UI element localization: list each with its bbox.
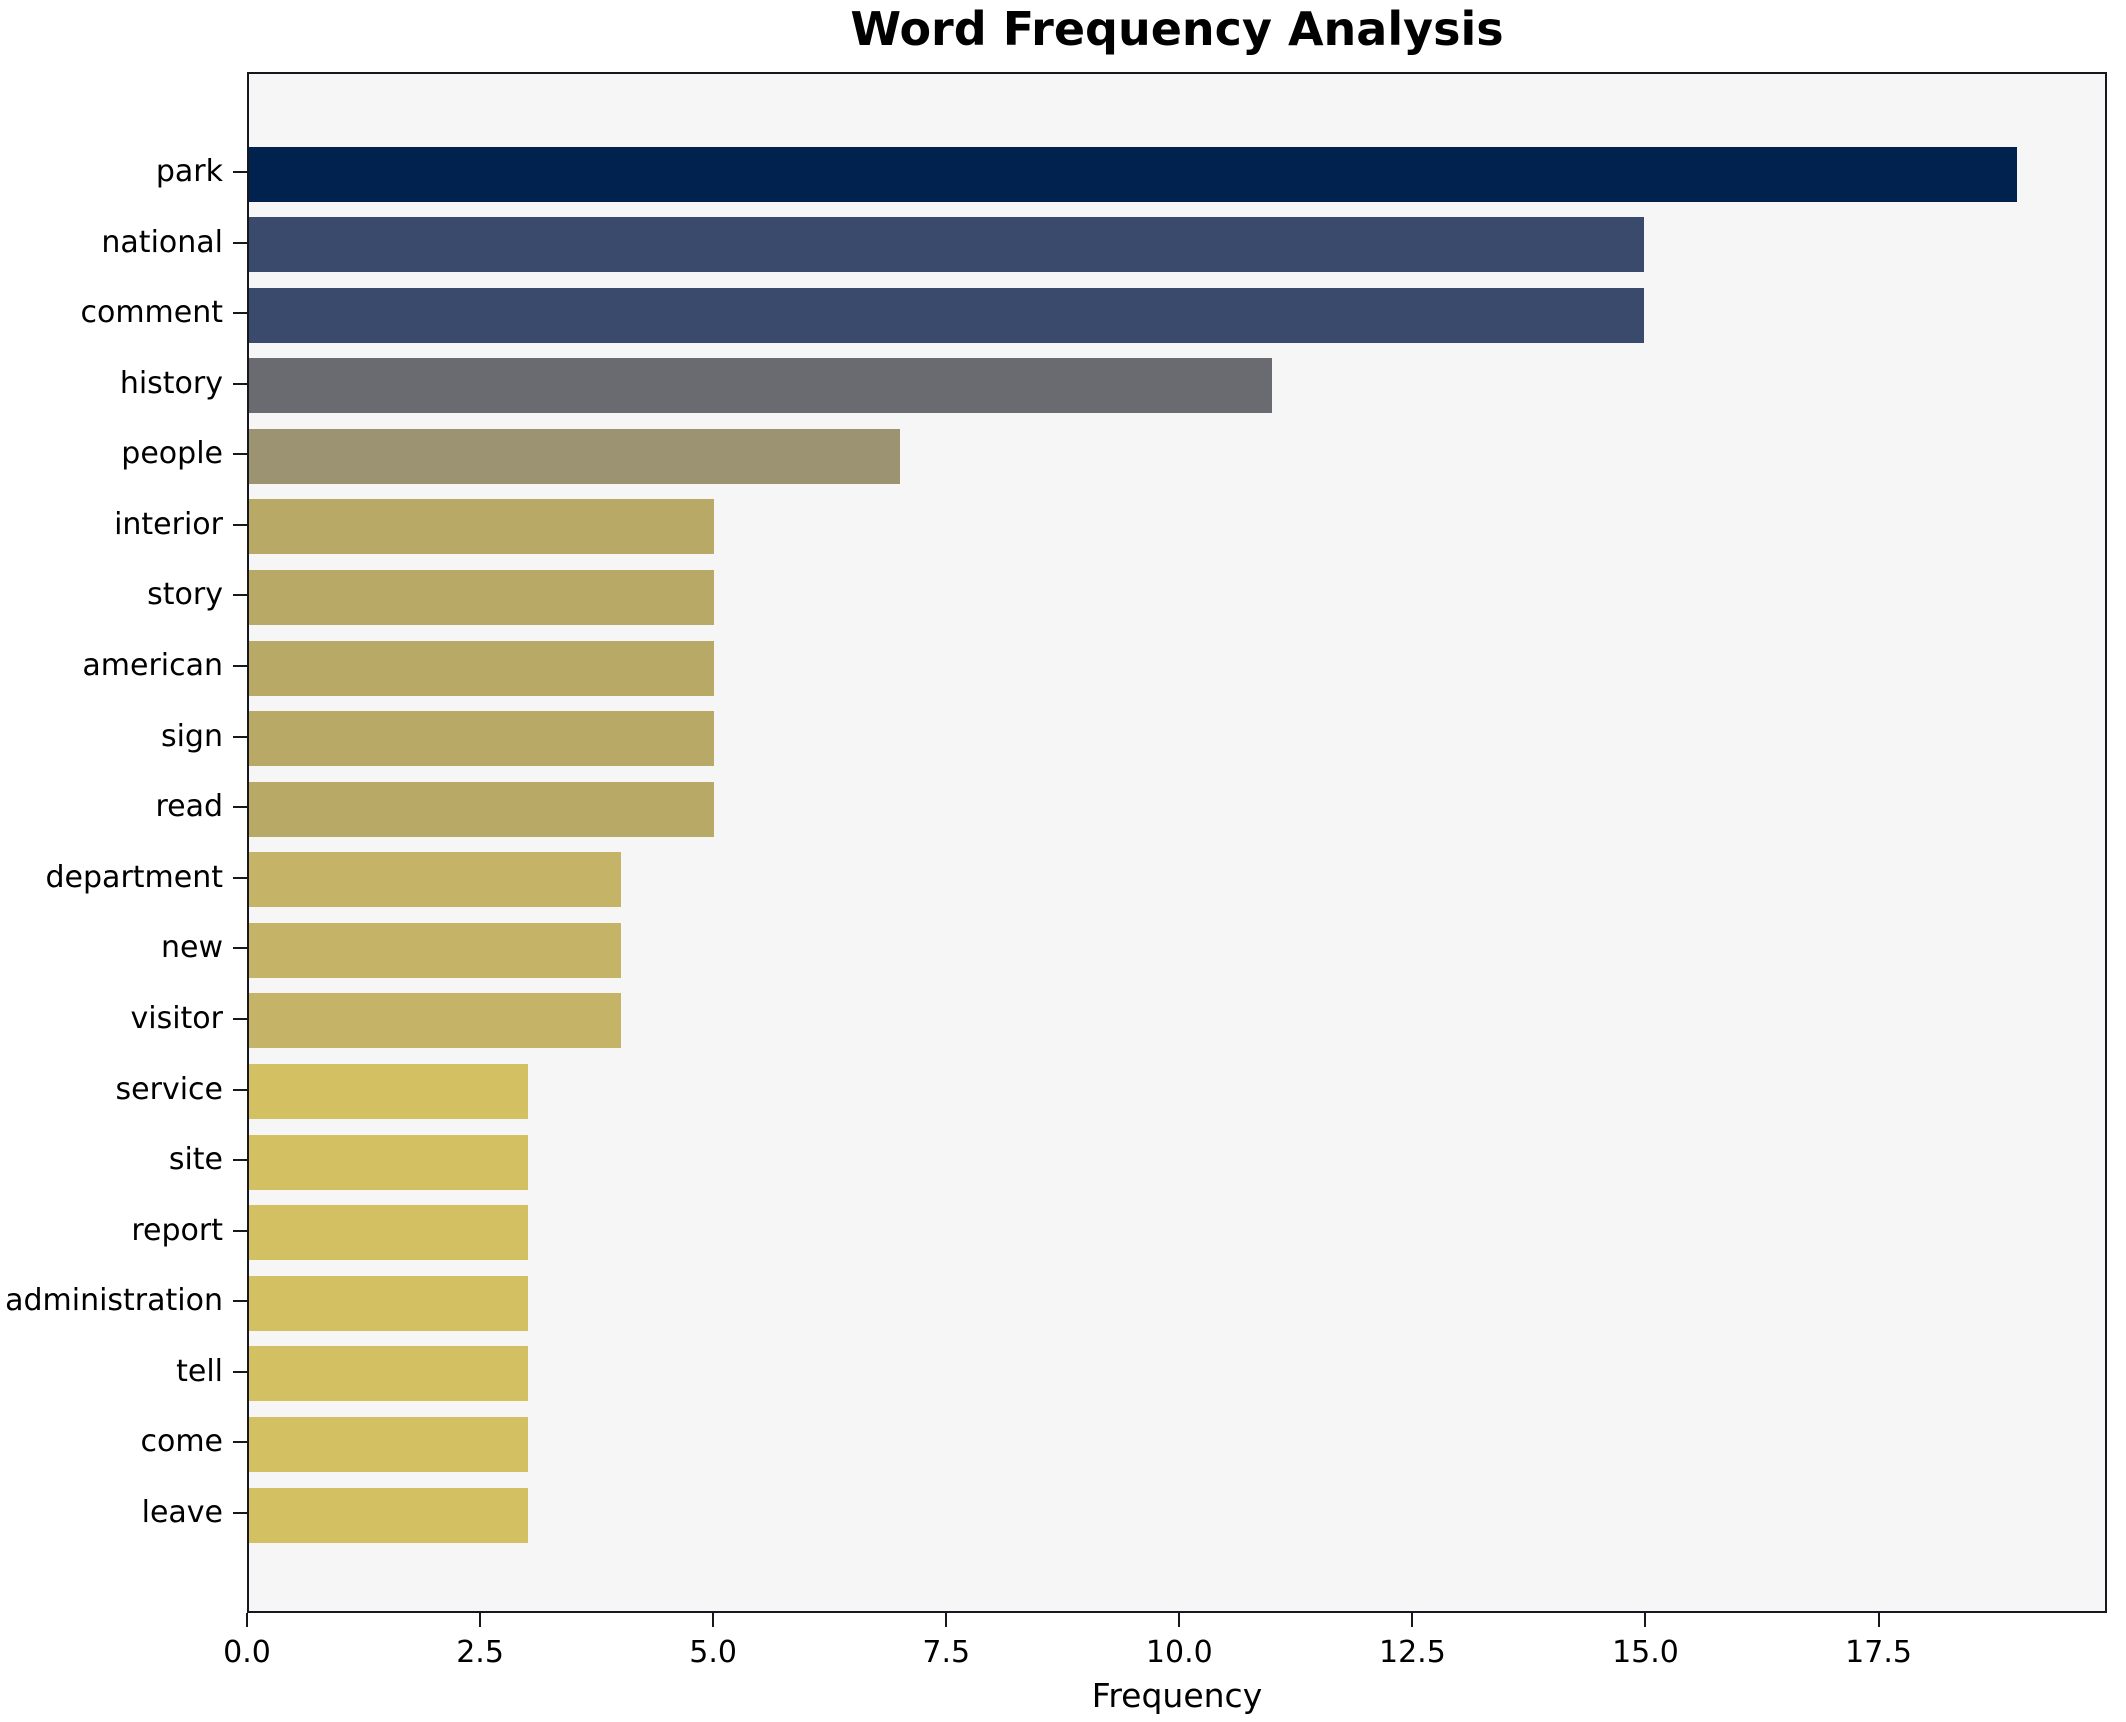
y-tick-label-read: read <box>155 789 223 825</box>
y-axis-tick <box>233 806 247 809</box>
y-axis-tick <box>233 1441 247 1444</box>
y-axis-tick <box>233 1370 247 1373</box>
y-tick-label-site: site <box>168 1142 223 1178</box>
y-axis-tick <box>233 171 247 173</box>
y-axis-tick <box>233 594 247 597</box>
y-tick-label-tell: tell <box>176 1353 223 1389</box>
y-axis-tick <box>233 876 247 879</box>
y-axis-tick <box>233 735 247 738</box>
y-tick-label-american: american <box>82 648 223 684</box>
x-tick-label-12.5: 12.5 <box>1379 1635 1446 1670</box>
bar-read <box>249 781 715 837</box>
y-axis-tick <box>233 1159 247 1162</box>
y-tick-label-report: report <box>131 1212 223 1248</box>
bar-park <box>249 146 2017 202</box>
x-axis-tick <box>1644 1613 1647 1627</box>
bar-story <box>249 569 715 625</box>
y-tick-label-interior: interior <box>114 506 223 542</box>
chart-title: Word Frequency Analysis <box>850 2 1504 56</box>
y-tick-label-comment: comment <box>80 295 223 331</box>
plot-area <box>247 72 2107 1613</box>
x-tick-label-10.0: 10.0 <box>1145 1635 1213 1670</box>
bar-people <box>249 428 901 484</box>
x-axis-tick <box>712 1613 715 1627</box>
y-tick-label-department: department <box>45 859 223 895</box>
x-tick-label-2.5: 2.5 <box>456 1635 504 1670</box>
x-axis-tick <box>945 1613 948 1627</box>
bar-visitor <box>249 993 622 1049</box>
bar-history <box>249 358 1273 414</box>
y-tick-label-new: new <box>160 930 223 966</box>
y-axis-tick <box>233 1229 247 1232</box>
bar-come <box>249 1416 529 1472</box>
bar-report <box>249 1205 529 1261</box>
y-tick-label-service: service <box>115 1071 223 1107</box>
y-tick-label-administration: administration <box>5 1283 223 1319</box>
y-axis-tick <box>233 1088 247 1091</box>
y-axis-tick <box>233 312 247 315</box>
bar-leave <box>249 1487 529 1543</box>
bar-new <box>249 922 622 978</box>
y-tick-label-history: history <box>119 365 223 401</box>
x-axis-tick <box>1178 1613 1181 1627</box>
y-axis-tick <box>233 1017 247 1020</box>
bar-tell <box>249 1346 529 1402</box>
y-tick-label-people: people <box>121 436 223 472</box>
y-axis-tick <box>233 523 247 526</box>
x-axis-label: Frequency <box>1091 1676 1263 1715</box>
bar-interior <box>249 499 715 555</box>
y-axis-tick <box>233 947 247 950</box>
y-tick-label-visitor: visitor <box>130 1000 223 1036</box>
x-tick-label-0.0: 0.0 <box>223 1635 271 1670</box>
x-tick-label-17.5: 17.5 <box>1845 1635 1912 1670</box>
bar-service <box>249 1064 529 1120</box>
x-axis-tick <box>1411 1613 1414 1627</box>
bar-site <box>249 1134 529 1190</box>
y-axis-tick <box>233 665 247 668</box>
y-tick-label-come: come <box>140 1424 223 1460</box>
y-axis-tick <box>233 1300 247 1303</box>
bar-national <box>249 217 1645 273</box>
y-axis-tick <box>233 382 247 385</box>
y-tick-label-national: national <box>101 224 223 260</box>
y-tick-label-story: story <box>147 577 223 613</box>
bar-administration <box>249 1275 529 1331</box>
x-axis-tick <box>1877 1613 1880 1627</box>
y-axis-tick <box>233 241 247 244</box>
bar-comment <box>249 287 1645 343</box>
x-axis-tick <box>479 1613 482 1627</box>
y-axis-tick <box>233 453 247 456</box>
y-tick-label-leave: leave <box>141 1495 223 1531</box>
x-tick-label-7.5: 7.5 <box>922 1635 971 1670</box>
x-axis-tick <box>246 1613 248 1627</box>
x-tick-label-5.0: 5.0 <box>689 1635 738 1670</box>
bar-sign <box>249 711 715 767</box>
y-tick-label-park: park <box>155 154 223 189</box>
y-axis-tick <box>233 1512 247 1515</box>
bar-department <box>249 852 622 908</box>
bar-american <box>249 640 715 696</box>
x-tick-label-15.0: 15.0 <box>1612 1635 1679 1670</box>
y-tick-label-sign: sign <box>160 718 223 754</box>
